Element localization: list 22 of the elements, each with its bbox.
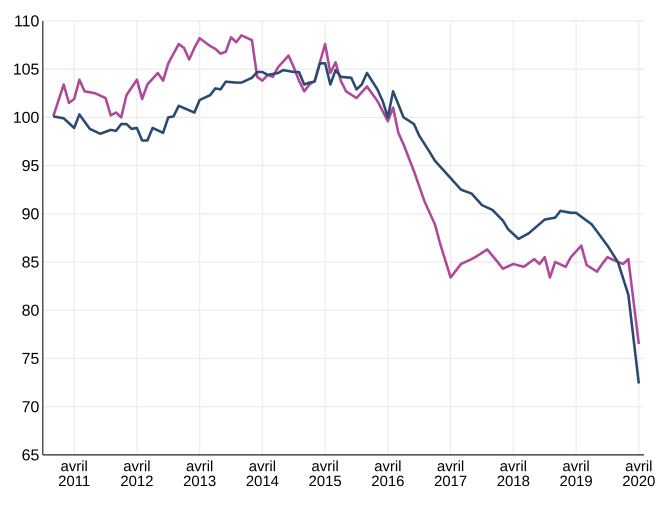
x-tick-label: avril 2017	[434, 460, 466, 486]
x-tick-label: avril 2012	[121, 460, 153, 486]
y-tick-label: 90	[22, 208, 39, 220]
y-tick-label: 100	[14, 112, 39, 124]
line-series	[52, 34, 640, 346]
y-tick-label: 85	[22, 256, 39, 268]
y-tick-label: 105	[14, 64, 39, 75]
y-tick-label: 75	[22, 353, 39, 364]
x-tick-label: avril 2018	[498, 460, 530, 486]
x-tick-label: avril 2011	[58, 460, 90, 486]
y-tick-label: 65	[22, 449, 39, 461]
y-tick-label: 110	[15, 15, 39, 27]
x-tick-label: avril 2016	[372, 460, 404, 486]
y-tick-label: 95	[22, 160, 39, 172]
x-tick-label: avril 2013	[184, 460, 216, 486]
y-tick-label: 80	[22, 304, 39, 316]
x-tick-label: avril 2019	[560, 460, 592, 486]
x-tick-label: avril 2015	[309, 460, 342, 486]
y-tick-label: 70	[22, 401, 39, 412]
x-tick-label: avril 2020	[623, 460, 655, 486]
line-series	[52, 62, 640, 385]
x-tick-label: avril 2014	[246, 460, 278, 486]
